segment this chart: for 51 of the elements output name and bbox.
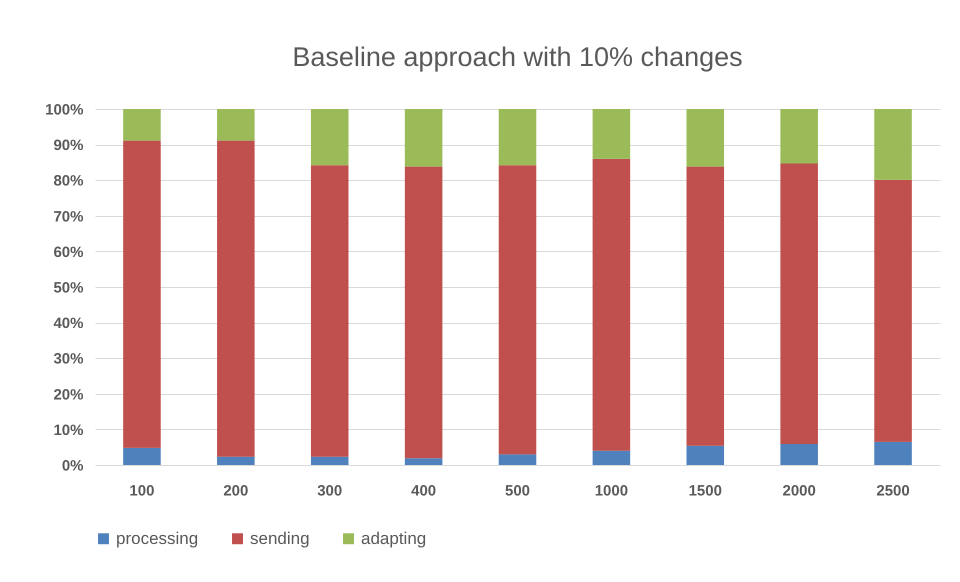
bar bbox=[123, 140, 161, 448]
x-tick-label: 400 bbox=[411, 482, 436, 500]
legend-label: processing bbox=[116, 528, 198, 548]
y-tick-label: 60% bbox=[53, 244, 84, 261]
bar bbox=[310, 165, 348, 457]
legend-label: adapting bbox=[361, 528, 426, 548]
bar bbox=[217, 456, 255, 465]
bar bbox=[404, 109, 442, 167]
bar bbox=[686, 446, 724, 465]
x-tick-label: 1000 bbox=[594, 482, 628, 500]
y-tick-label: 100% bbox=[45, 102, 84, 118]
x-tick-label: 2000 bbox=[782, 482, 816, 500]
chart-title: Baseline approach with 10% changes bbox=[292, 42, 743, 72]
y-tick-label: 30% bbox=[53, 350, 84, 368]
bar bbox=[404, 166, 442, 458]
x-tick-label: 200 bbox=[223, 482, 248, 500]
y-tick-label: 10% bbox=[53, 422, 84, 439]
bar bbox=[498, 165, 536, 454]
bar bbox=[592, 109, 630, 159]
bar bbox=[217, 140, 255, 457]
bar bbox=[310, 456, 348, 465]
x-tick-label: 2500 bbox=[876, 482, 910, 500]
y-tick-label: 70% bbox=[53, 208, 84, 226]
bar bbox=[310, 109, 348, 166]
y-tick-label: 20% bbox=[53, 386, 84, 404]
bar bbox=[686, 109, 724, 167]
bar bbox=[123, 109, 161, 141]
bar bbox=[592, 450, 630, 465]
bar bbox=[780, 163, 818, 444]
x-tick-label: 300 bbox=[317, 482, 342, 500]
bar bbox=[780, 444, 818, 465]
x-tick-label: 1500 bbox=[688, 482, 722, 500]
y-tick-label: 0% bbox=[62, 458, 84, 474]
bar bbox=[404, 458, 442, 465]
y-tick-label: 50% bbox=[53, 280, 84, 296]
bar bbox=[874, 180, 912, 442]
y-tick-label: 90% bbox=[53, 137, 84, 154]
bar bbox=[592, 158, 630, 451]
bar bbox=[686, 166, 724, 446]
bar bbox=[217, 109, 255, 141]
bar bbox=[874, 442, 912, 465]
bar bbox=[498, 109, 536, 166]
x-tick-label: 500 bbox=[504, 482, 530, 500]
bar bbox=[874, 109, 912, 180]
x-tick-label: 100 bbox=[129, 482, 154, 500]
y-tick-label: 80% bbox=[53, 172, 84, 190]
bar bbox=[498, 454, 536, 465]
y-tick-label: 40% bbox=[53, 315, 84, 332]
bar bbox=[780, 109, 818, 164]
bar bbox=[123, 448, 161, 465]
legend-label: sending bbox=[250, 528, 310, 548]
